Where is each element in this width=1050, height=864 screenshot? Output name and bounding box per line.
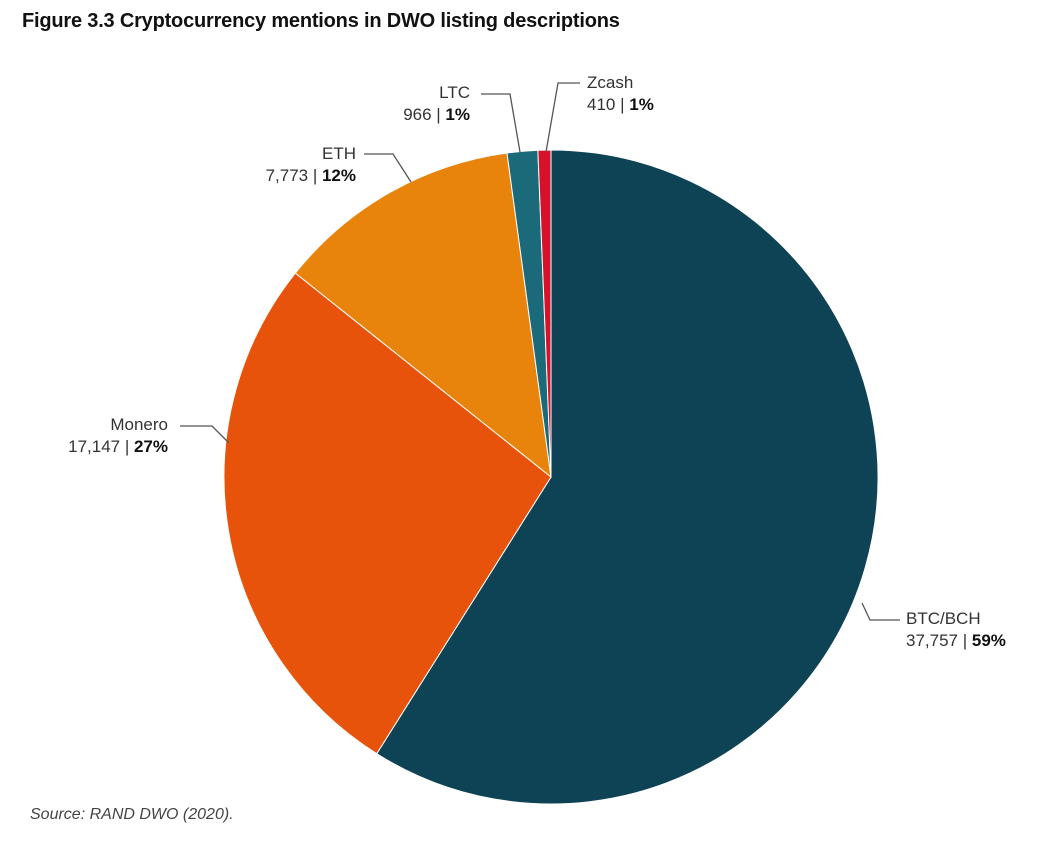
slice-label-monero: Monero — [110, 415, 168, 434]
slice-label-ltc: LTC — [439, 83, 470, 102]
slice-percent-zcash: 1% — [629, 95, 654, 114]
pie-slice-monero — [223, 272, 552, 755]
slice-label-btc-bch: BTC/BCH — [906, 609, 981, 628]
slice-percent-btc-bch: 59% — [972, 631, 1006, 650]
slice-count-monero: 17,147 | — [68, 437, 134, 456]
slice-count-zcash: 410 | — [587, 95, 629, 114]
slice-percent-monero: 27% — [134, 437, 168, 456]
leader-line-ltc — [481, 93, 521, 153]
slice-count-ltc: 966 | — [403, 105, 445, 124]
slice-value-monero: 17,147 | 27% — [68, 437, 168, 456]
leader-line-zcash — [545, 82, 580, 153]
leader-line-btc-bch — [861, 602, 900, 621]
slice-count-btc-bch: 37,757 | — [906, 631, 972, 650]
leader-line-monero — [180, 425, 230, 444]
slice-percent-eth: 12% — [322, 166, 356, 185]
slice-count-eth: 7,773 | — [266, 166, 322, 185]
slice-percent-ltc: 1% — [445, 105, 470, 124]
slice-value-ltc: 966 | 1% — [403, 105, 470, 124]
slice-label-eth: ETH — [322, 144, 356, 163]
pie-slice-eth — [294, 152, 552, 479]
source-note: Source: RAND DWO (2020). — [30, 806, 234, 823]
pie-slice-btc-bch — [376, 149, 879, 805]
slice-value-btc-bch: 37,757 | 59% — [906, 631, 1006, 650]
pie-slice-zcash — [537, 149, 552, 478]
leader-line-eth — [364, 153, 412, 183]
slice-value-zcash: 410 | 1% — [587, 95, 654, 114]
slice-label-zcash: Zcash — [587, 73, 633, 92]
slice-value-eth: 7,773 | 12% — [266, 166, 356, 185]
figure-title: Figure 3.3 Cryptocurrency mentions in DW… — [22, 10, 620, 32]
